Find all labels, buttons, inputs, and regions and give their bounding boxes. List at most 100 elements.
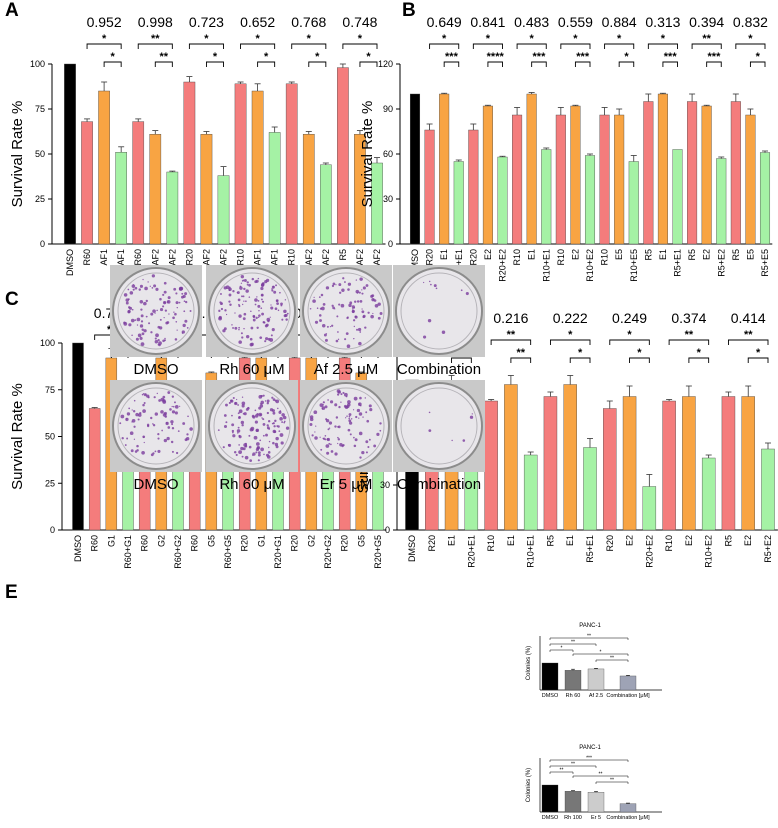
colony	[125, 418, 128, 420]
x-tick-label: R60	[133, 249, 143, 266]
error-bar	[514, 107, 521, 115]
significance-stars: *	[600, 650, 602, 656]
colony	[342, 443, 345, 447]
significance-bracket	[688, 357, 710, 363]
y-axis-label: Colonies (%)	[526, 768, 532, 802]
x-tick-label: R10+E2	[585, 249, 595, 282]
bar	[217, 175, 230, 245]
colony	[271, 289, 274, 292]
colony	[342, 277, 345, 280]
significance-bracket	[549, 649, 574, 652]
y-tick-label: 50	[35, 149, 45, 159]
colony	[336, 393, 340, 396]
colony	[368, 404, 372, 408]
y-axis-label: Survival Rate %	[9, 101, 26, 208]
plate	[208, 382, 296, 470]
combination-index: 0.723	[189, 14, 224, 30]
colony	[359, 396, 362, 400]
significance-stars: *	[102, 33, 107, 45]
significance-bracket	[549, 643, 597, 646]
colony	[332, 306, 335, 310]
bar	[424, 129, 435, 245]
colony	[163, 290, 167, 294]
colony	[171, 423, 174, 426]
significance-bracket	[472, 43, 503, 49]
error-bar	[630, 155, 637, 162]
panel-label: B	[402, 0, 416, 21]
significance-stars: *	[442, 33, 447, 45]
colony	[151, 287, 154, 289]
colony	[338, 405, 341, 409]
colony	[233, 451, 237, 454]
colony	[231, 324, 233, 326]
colony	[379, 312, 383, 315]
colony	[246, 283, 249, 286]
combination-index: 0.841	[470, 14, 505, 30]
colony	[465, 291, 469, 296]
colony	[265, 433, 268, 437]
significance-bracket	[549, 339, 591, 345]
colony	[159, 318, 162, 321]
colony	[267, 320, 270, 323]
significance-stars: ***	[708, 51, 722, 63]
colony	[361, 310, 365, 314]
colony	[234, 402, 237, 405]
error-bar	[254, 83, 261, 91]
colony	[326, 325, 329, 328]
bar	[583, 447, 597, 531]
colony	[127, 288, 130, 291]
colony	[172, 316, 175, 320]
colony	[154, 412, 158, 416]
colony	[462, 439, 466, 442]
colony	[337, 426, 339, 428]
plate-label: DMSO	[134, 361, 179, 378]
significance-stars: **	[744, 329, 753, 341]
colony	[339, 291, 342, 294]
colony	[250, 310, 252, 313]
colony	[337, 438, 341, 441]
error-bar	[528, 92, 535, 94]
colony	[237, 426, 240, 429]
colony	[256, 296, 258, 298]
colony	[248, 445, 252, 449]
colony	[243, 279, 247, 283]
colony	[176, 329, 178, 331]
colony	[353, 436, 355, 439]
error-bar	[455, 159, 462, 162]
significance-bracket	[549, 771, 574, 774]
colony	[311, 434, 314, 437]
y-axis-label: Survival Rate %	[359, 101, 376, 208]
colony	[241, 423, 244, 427]
colony	[258, 314, 261, 317]
colony	[260, 293, 264, 297]
x-tick-label: R20+E2	[644, 535, 654, 568]
colony	[277, 309, 280, 312]
colony	[141, 332, 145, 336]
colony	[262, 394, 265, 397]
colony	[240, 446, 244, 451]
colony	[219, 301, 222, 304]
colony	[257, 459, 260, 462]
colony	[313, 410, 318, 415]
colony	[334, 452, 338, 456]
colony	[186, 433, 189, 436]
colony	[314, 436, 318, 440]
colony	[361, 289, 363, 291]
significance-stars: *	[530, 33, 535, 45]
x-tick-label: R60	[190, 535, 200, 552]
bar	[716, 158, 727, 245]
significance-bracket	[549, 759, 629, 762]
colony	[163, 339, 166, 342]
colony	[362, 286, 366, 290]
colony	[357, 327, 362, 332]
colony	[280, 304, 283, 307]
x-tick-label: R5+E1	[585, 535, 595, 563]
colony	[279, 433, 284, 437]
colony	[352, 319, 356, 322]
colony	[274, 442, 279, 447]
colony	[271, 396, 274, 399]
error-bar	[271, 126, 278, 133]
colony	[346, 415, 348, 417]
colony	[220, 307, 224, 311]
bar	[570, 105, 581, 245]
